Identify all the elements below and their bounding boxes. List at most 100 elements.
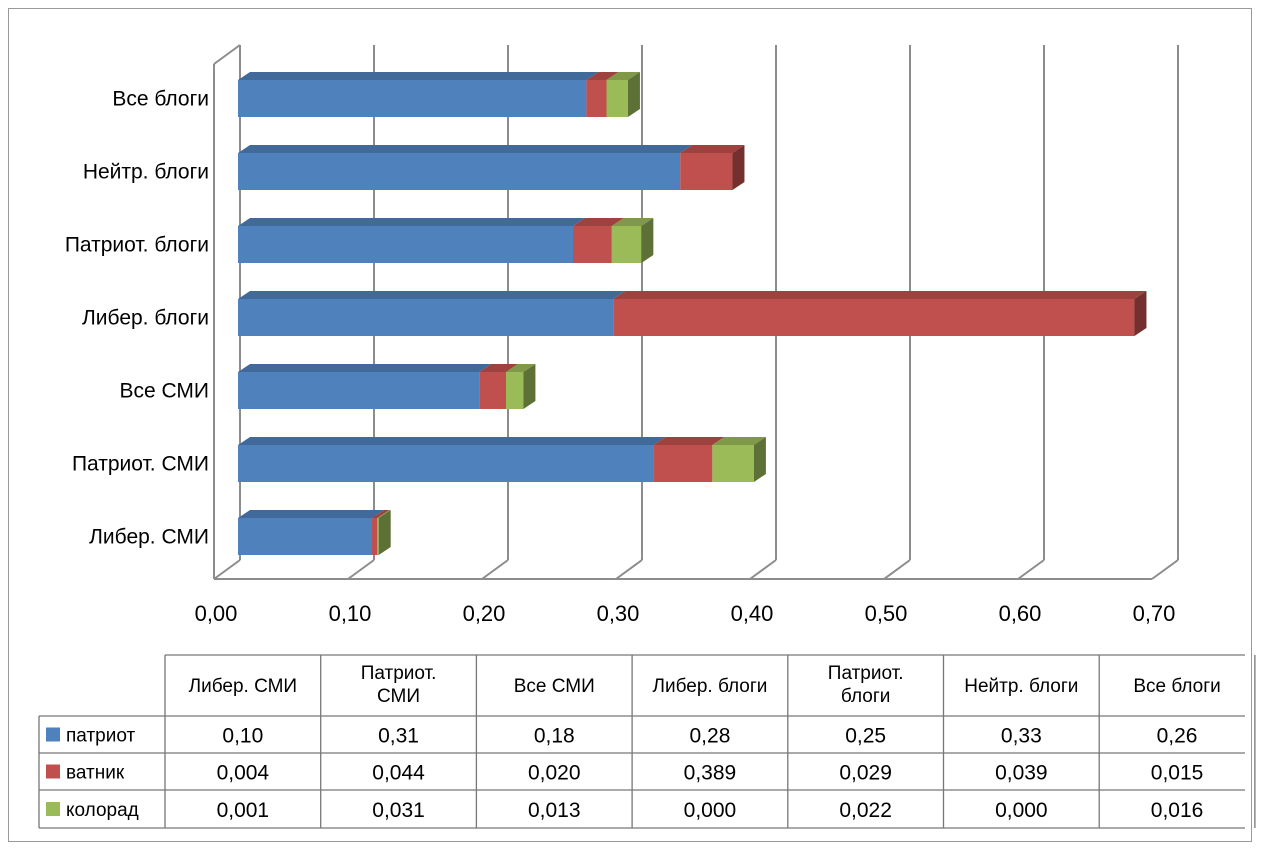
legend-label: колорад xyxy=(66,800,139,821)
bar-segment-ватник xyxy=(479,372,506,409)
bar-segment-колорад xyxy=(377,518,379,555)
bar-top-ватник xyxy=(573,218,624,226)
bar-segment-патриот xyxy=(238,226,573,263)
bar-top-патриот xyxy=(238,145,693,153)
bar-side-face xyxy=(1134,291,1147,336)
bar-top-патриот xyxy=(238,218,585,226)
category-label: Нейтр. блоги xyxy=(83,161,209,184)
bar-side-face xyxy=(641,218,654,263)
table-cell: 0,000 xyxy=(995,799,1048,822)
x-tick-label: 0,70 xyxy=(1133,601,1176,626)
table-header: Либер. блоги xyxy=(653,676,768,697)
table-cell: 0,10 xyxy=(222,725,263,748)
table-cell: 0,039 xyxy=(995,762,1048,785)
category-label: Патриот. СМИ xyxy=(72,453,209,476)
bar-top-колорад xyxy=(712,437,766,445)
table-cell: 0,000 xyxy=(684,799,737,822)
table-cell: 0,029 xyxy=(839,762,892,785)
bar-segment-колорад xyxy=(606,80,628,117)
bar-segment-патриот xyxy=(238,80,587,117)
legend-swatch xyxy=(46,764,60,779)
floor-gridline xyxy=(1151,559,1179,580)
bar-segment-ватник xyxy=(372,518,378,555)
bar-segment-патриот xyxy=(238,372,480,409)
bar-side-face xyxy=(753,437,766,482)
bar-segment-ватник xyxy=(680,153,733,190)
floor-gridline xyxy=(615,559,643,580)
bar-top-ватник xyxy=(586,72,619,80)
bar-top-ватник xyxy=(372,510,390,518)
x-tick-label: 0,10 xyxy=(329,601,372,626)
bar-top-колорад xyxy=(611,218,654,226)
floor-gridline xyxy=(213,559,241,580)
table-cell: 0,031 xyxy=(372,799,425,822)
bar-segment-ватник xyxy=(613,299,1135,336)
x-tick-label: 0,50 xyxy=(865,601,908,626)
category-label: Все блоги xyxy=(112,88,209,111)
bar-top-патриот xyxy=(238,364,492,372)
table-cell: 0,28 xyxy=(690,725,731,748)
floor-gridline xyxy=(1017,559,1045,580)
data-table: Либер. СМИ Патриот. СМИ Все СМИ Либер. блоги… xyxy=(38,654,1256,829)
bar-top-патриот xyxy=(238,437,666,445)
table-cell: 0,020 xyxy=(528,762,581,785)
legend-label: патриот xyxy=(66,726,135,747)
bar-top-ватник xyxy=(653,437,725,445)
table-cell: 0,044 xyxy=(372,762,425,785)
bar-segment-колорад xyxy=(712,445,754,482)
legend-swatch xyxy=(46,802,60,816)
bar-segment-колорад xyxy=(506,372,524,409)
table-header: Все СМИ xyxy=(514,676,595,697)
bar-top-патриот xyxy=(238,291,626,299)
bar-segment-ватник xyxy=(573,226,612,263)
bar-top-колорад xyxy=(377,510,391,518)
x-tick-label: 0,30 xyxy=(597,601,640,626)
table-header: Патриот. СМИ xyxy=(361,663,437,707)
table-cell: 0,001 xyxy=(217,799,270,822)
table-cell: 0,33 xyxy=(1001,725,1042,748)
floor-gridline xyxy=(481,559,509,580)
table-cell: 0,016 xyxy=(1151,799,1204,822)
bar-side-face xyxy=(627,72,640,117)
x-tick-label: 0,00 xyxy=(195,601,238,626)
category-label: Все СМИ xyxy=(119,380,209,403)
bar-segment-патриот xyxy=(238,153,681,190)
bar-segment-патриот xyxy=(238,518,372,555)
wall-top-edge xyxy=(213,44,241,65)
bar-top-патриот xyxy=(238,72,599,80)
bar-segment-ватник xyxy=(586,80,607,117)
bar-side-face xyxy=(523,364,536,409)
bar-top-патриот xyxy=(238,510,384,518)
table-cell: 0,022 xyxy=(839,799,892,822)
table-header: Патриот. блоги xyxy=(828,663,904,707)
x-tick-label: 0,60 xyxy=(999,601,1042,626)
table-cell: 0,004 xyxy=(217,762,270,785)
table-cell: 0,015 xyxy=(1151,762,1204,785)
x-tick-label: 0,40 xyxy=(731,601,774,626)
bar-side-face xyxy=(732,145,745,190)
bar-segment-патриот xyxy=(238,299,614,336)
table-cell: 0,26 xyxy=(1157,725,1198,748)
bar-top-ватник xyxy=(613,291,1147,299)
x-tick-label: 0,20 xyxy=(463,601,506,626)
bar-top-колорад xyxy=(506,364,536,372)
table-cell: 0,18 xyxy=(534,725,575,748)
bar-segment-патриот xyxy=(238,445,654,482)
table-cell: 0,25 xyxy=(845,725,886,748)
table-cell: 0,389 xyxy=(684,762,737,785)
table-header: Либер. СМИ xyxy=(189,676,297,697)
floor-gridline xyxy=(749,559,777,580)
bar-segment-ватник xyxy=(653,445,713,482)
bar-side-face xyxy=(378,510,391,555)
category-label: Либер. блоги xyxy=(82,307,209,330)
table-header: Все блоги xyxy=(1133,676,1220,697)
value-axis-labels: 0,00 0,10 0,20 0,30 0,40 0,50 0,60 0,70 xyxy=(195,601,1176,626)
floor-gridline xyxy=(347,559,375,580)
category-axis-labels: Либер. СМИ Патриот. СМИ Все СМИ Либер. блог… xyxy=(65,88,209,549)
bar-segment-колорад xyxy=(611,226,642,263)
floor-gridline xyxy=(883,559,911,580)
table-cell: 0,31 xyxy=(378,725,419,748)
bar-top-колорад xyxy=(606,72,640,80)
table-header: Нейтр. блоги xyxy=(964,676,1078,697)
